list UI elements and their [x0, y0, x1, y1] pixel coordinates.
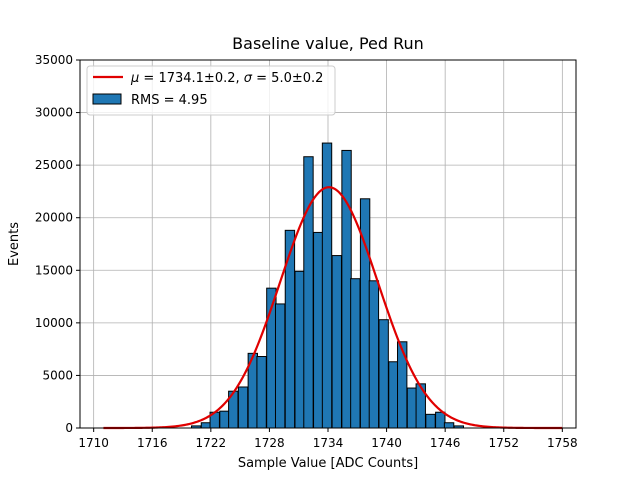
histogram-bar [274, 303, 286, 429]
histogram-bar [397, 341, 408, 429]
y-tick-label: 5000 [42, 368, 73, 382]
histogram-bar [237, 386, 249, 429]
y-tick-label: 35000 [35, 53, 73, 67]
y-tick-label: 0 [65, 421, 73, 435]
y-tick-label: 20000 [35, 211, 73, 225]
y-tick-label: 15000 [35, 263, 73, 277]
x-tick-label: 1746 [430, 436, 461, 450]
histogram-bar [219, 410, 230, 429]
histogram-bar [368, 280, 380, 429]
histogram-bar [378, 319, 389, 429]
legend-sigma-text: = 5.0±0.2 [252, 71, 323, 86]
legend: μ = 1734.1±0.2, σ = 5.0±0.2 RMS = 4.95 [86, 65, 336, 116]
x-tick-label: 1716 [137, 436, 168, 450]
y-tick-label: 25000 [35, 158, 73, 172]
histogram-bar [406, 387, 418, 429]
y-axis-ticks: 0 5000 10000 15000 20000 25000 30000 35000 [35, 53, 80, 435]
x-tick-label: 1722 [196, 436, 227, 450]
x-tick-label: 1734 [313, 436, 344, 450]
histogram-bar [388, 361, 399, 429]
histogram-bar [200, 422, 212, 429]
y-axis-label: Events [7, 222, 22, 266]
gaussian-fit-line [103, 186, 563, 430]
x-tick-label: 1758 [547, 436, 578, 450]
legend-histogram-label: RMS = 4.95 [131, 93, 208, 108]
legend-mu-symbol: μ [130, 71, 139, 86]
histogram-bar [425, 413, 436, 429]
histogram-bar [321, 142, 333, 429]
x-tick-label: 1752 [488, 436, 519, 450]
y-tick-label: 30000 [35, 106, 73, 120]
x-axis-label: Sample Value [ADC Counts] [238, 456, 418, 471]
histogram-bars [191, 142, 465, 429]
histogram-bar [435, 411, 446, 429]
legend-histogram-swatch [92, 93, 122, 105]
histogram-bar [443, 422, 455, 429]
x-tick-label: 1728 [254, 436, 285, 450]
legend-fit-label: μ = 1734.1±0.2, σ = 5.0±0.2 [130, 71, 323, 86]
histogram-bar [294, 270, 305, 429]
histogram-bar [341, 149, 352, 429]
x-axis-ticks: 1710 1716 1722 1728 1734 1740 1746 1752 1758 [78, 428, 578, 450]
legend-box [86, 65, 336, 116]
histogram-bar [313, 231, 324, 429]
legend-sigma-symbol: σ [244, 71, 253, 86]
histogram-bar [331, 255, 342, 429]
legend-mu-text: = 1734.1±0.2, [139, 71, 243, 86]
chart-title: Baseline value, Ped Run [232, 34, 424, 53]
x-tick-label: 1740 [371, 436, 402, 450]
histogram-bar [350, 278, 361, 429]
x-tick-label: 1710 [78, 436, 109, 450]
histogram-bar [303, 156, 314, 429]
y-tick-label: 10000 [35, 316, 73, 330]
histogram-bar [256, 356, 267, 429]
